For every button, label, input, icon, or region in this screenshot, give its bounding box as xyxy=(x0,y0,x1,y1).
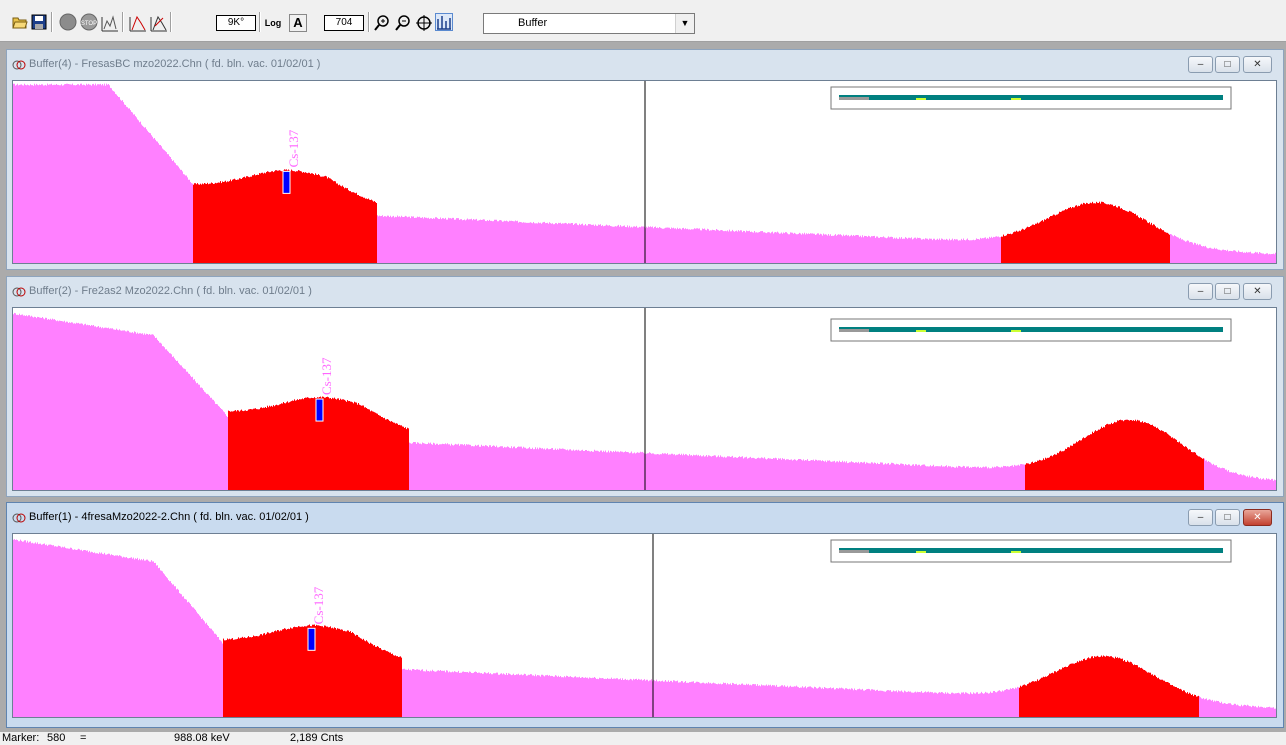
main-toolbar: STOP 9K° Log A 704 Buffer ▼ xyxy=(0,0,1286,42)
overview-bar xyxy=(839,327,1223,332)
minimize-button[interactable]: – xyxy=(1188,56,1213,73)
peak-label: Cs-137 xyxy=(319,357,334,395)
stop-icon[interactable]: STOP xyxy=(78,11,98,31)
restore-button[interactable]: □ xyxy=(1215,56,1240,73)
zoom-out-icon[interactable] xyxy=(393,13,411,31)
overview-roi-mark xyxy=(916,551,926,553)
window-app-icon xyxy=(12,287,26,297)
overview-roi-mark xyxy=(916,98,926,100)
restore-button[interactable]: □ xyxy=(1215,509,1240,526)
roi-region-high-energy xyxy=(1001,201,1170,263)
close-button[interactable]: ✕ xyxy=(1243,509,1272,526)
zoom-in-icon[interactable] xyxy=(372,13,390,31)
marker-counts: 2,189 Cnts xyxy=(290,732,344,744)
window-app-icon xyxy=(12,60,26,70)
spectrum-plot[interactable]: Cs-137 xyxy=(12,533,1277,718)
restore-button[interactable]: □ xyxy=(1215,283,1240,300)
close-button[interactable]: ✕ xyxy=(1243,56,1272,73)
overview-roi-mark xyxy=(1011,551,1021,553)
roi-region-high-energy xyxy=(1025,419,1204,490)
peak-marker xyxy=(315,398,324,422)
status-bar: Marker: 580 = 988.08 keV 2,189 Cnts xyxy=(0,732,1286,745)
window-titlebar[interactable]: Buffer(1) - 4fresaMzo2022-2.Chn ( fd. bl… xyxy=(7,503,1283,533)
roi-region-cs137 xyxy=(193,169,377,263)
log-toggle[interactable]: Log xyxy=(264,18,282,28)
roi-mark-icon[interactable] xyxy=(128,13,146,32)
marker-label: Marker: xyxy=(2,732,40,744)
roi-region-high-energy xyxy=(1019,655,1199,717)
peak-label: Cs-137 xyxy=(311,586,326,624)
minimize-button[interactable]: – xyxy=(1188,509,1213,526)
spectrum-window-buffer1[interactable]: Buffer(1) - 4fresaMzo2022-2.Chn ( fd. bl… xyxy=(6,502,1284,728)
peak-marker xyxy=(282,170,291,194)
buffer-select-value: Buffer xyxy=(518,17,548,29)
spectrum-plot[interactable]: Cs-137 xyxy=(12,307,1277,491)
spectrum-plot[interactable]: Cs-137 xyxy=(12,80,1277,264)
window-titlebar[interactable]: Buffer(2) - Fre2as2 Mzo2022.Chn ( fd. bl… xyxy=(7,277,1283,307)
roi-unmark-icon[interactable] xyxy=(149,13,167,32)
spectrum-window-buffer4[interactable]: Buffer(4) - FresasBC mzo2022.Chn ( fd. b… xyxy=(6,49,1284,270)
window-title: Buffer(4) - FresasBC mzo2022.Chn ( fd. b… xyxy=(29,58,321,70)
window-app-icon xyxy=(12,513,26,523)
overview-bar xyxy=(839,95,1223,100)
window-titlebar[interactable]: Buffer(4) - FresasBC mzo2022.Chn ( fd. b… xyxy=(7,50,1283,80)
save-icon[interactable] xyxy=(30,13,48,31)
roi-region-cs137 xyxy=(223,624,402,717)
overview-view-box xyxy=(839,329,869,332)
marker-energy: 988.08 keV xyxy=(174,732,230,744)
peak-label: Cs-137 xyxy=(286,129,301,167)
window-title: Buffer(2) - Fre2as2 Mzo2022.Chn ( fd. bl… xyxy=(29,285,312,297)
svg-text:STOP: STOP xyxy=(81,21,97,27)
overview-roi-mark xyxy=(1011,98,1021,100)
marker-channel: 580 xyxy=(47,732,66,744)
roi-region-cs137 xyxy=(228,396,409,490)
clear-icon[interactable] xyxy=(100,13,118,32)
overview-bar xyxy=(839,548,1223,553)
overview-view-box xyxy=(839,97,869,100)
spectrum-window-buffer2[interactable]: Buffer(2) - Fre2as2 Mzo2022.Chn ( fd. bl… xyxy=(6,276,1284,497)
overview-roi-mark xyxy=(916,330,926,332)
live-time-box[interactable]: 9K° xyxy=(216,15,256,31)
overview-roi-mark xyxy=(1011,330,1021,332)
buffer-select[interactable]: Buffer ▼ xyxy=(483,13,695,34)
start-icon[interactable] xyxy=(57,11,77,31)
channel-box[interactable]: 704 xyxy=(324,15,364,31)
open-folder-icon[interactable] xyxy=(11,13,29,31)
equals-sign: = xyxy=(80,732,87,744)
chevron-down-icon[interactable]: ▼ xyxy=(675,14,694,33)
peak-marker xyxy=(307,627,316,651)
close-button[interactable]: ✕ xyxy=(1243,283,1272,300)
center-icon[interactable] xyxy=(414,13,432,31)
overview-view-box xyxy=(839,550,869,553)
minimize-button[interactable]: – xyxy=(1188,283,1213,300)
auto-scale-toggle[interactable]: A xyxy=(289,14,307,32)
fine-tune-icon[interactable] xyxy=(435,13,453,31)
window-title: Buffer(1) - 4fresaMzo2022-2.Chn ( fd. bl… xyxy=(29,511,309,523)
